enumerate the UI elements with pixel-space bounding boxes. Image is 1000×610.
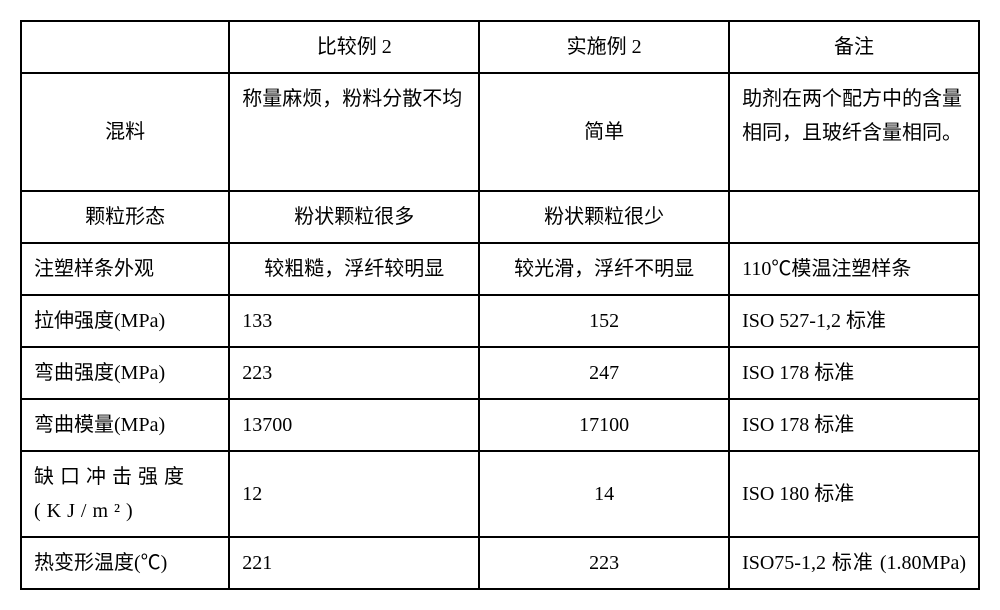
cell-ex2: 223 [479, 537, 729, 589]
cell-ex2: 较光滑，浮纤不明显 [479, 243, 729, 295]
cell-remark: 110℃模温注塑样条 [729, 243, 979, 295]
cell-comp2: 较粗糙，浮纤较明显 [229, 243, 479, 295]
cell-remark [729, 191, 979, 243]
cell-comp2: 221 [229, 537, 479, 589]
cell-prop: 弯曲强度(MPa) [21, 347, 229, 399]
cell-comp2: 称量麻烦，粉料分散不均 [229, 73, 479, 191]
cell-remark: ISO75-1,2 标准 (1.80MPa) [729, 537, 979, 589]
cell-remark: ISO 178 标准 [729, 399, 979, 451]
cell-comp2: 223 [229, 347, 479, 399]
table-row: 颗粒形态 粉状颗粒很多 粉状颗粒很少 [21, 191, 979, 243]
header-ex2: 实施例 2 [479, 21, 729, 73]
cell-ex2: 14 [479, 451, 729, 537]
cell-prop: 拉伸强度(MPa) [21, 295, 229, 347]
cell-remark: ISO 178 标准 [729, 347, 979, 399]
cell-ex2: 17100 [479, 399, 729, 451]
header-prop [21, 21, 229, 73]
cell-prop: 混料 [21, 73, 229, 191]
table-row: 拉伸强度(MPa) 133 152 ISO 527-1,2 标准 [21, 295, 979, 347]
header-remark: 备注 [729, 21, 979, 73]
cell-comp2: 13700 [229, 399, 479, 451]
cell-remark: ISO 180 标准 [729, 451, 979, 537]
header-comp2: 比较例 2 [229, 21, 479, 73]
table-row: 混料 称量麻烦，粉料分散不均 简单 助剂在两个配方中的含量相同，且玻纤含量相同。 [21, 73, 979, 191]
cell-prop: 弯曲模量(MPa) [21, 399, 229, 451]
cell-remark: 助剂在两个配方中的含量相同，且玻纤含量相同。 [729, 73, 979, 191]
cell-prop: 缺口冲击强度(KJ/m²) [21, 451, 229, 537]
table-header-row: 比较例 2 实施例 2 备注 [21, 21, 979, 73]
cell-comp2: 粉状颗粒很多 [229, 191, 479, 243]
cell-comp2: 12 [229, 451, 479, 537]
table-row: 弯曲强度(MPa) 223 247 ISO 178 标准 [21, 347, 979, 399]
table-row: 热变形温度(℃) 221 223 ISO75-1,2 标准 (1.80MPa) [21, 537, 979, 589]
cell-comp2: 133 [229, 295, 479, 347]
cell-ex2: 247 [479, 347, 729, 399]
cell-prop: 热变形温度(℃) [21, 537, 229, 589]
cell-ex2: 简单 [479, 73, 729, 191]
table-row: 弯曲模量(MPa) 13700 17100 ISO 178 标准 [21, 399, 979, 451]
cell-prop: 注塑样条外观 [21, 243, 229, 295]
cell-ex2: 粉状颗粒很少 [479, 191, 729, 243]
table-row: 缺口冲击强度(KJ/m²) 12 14 ISO 180 标准 [21, 451, 979, 537]
table-row: 注塑样条外观 较粗糙，浮纤较明显 较光滑，浮纤不明显 110℃模温注塑样条 [21, 243, 979, 295]
cell-prop: 颗粒形态 [21, 191, 229, 243]
cell-remark: ISO 527-1,2 标准 [729, 295, 979, 347]
comparison-table: 比较例 2 实施例 2 备注 混料 称量麻烦，粉料分散不均 简单 助剂在两个配方… [20, 20, 980, 590]
cell-ex2: 152 [479, 295, 729, 347]
